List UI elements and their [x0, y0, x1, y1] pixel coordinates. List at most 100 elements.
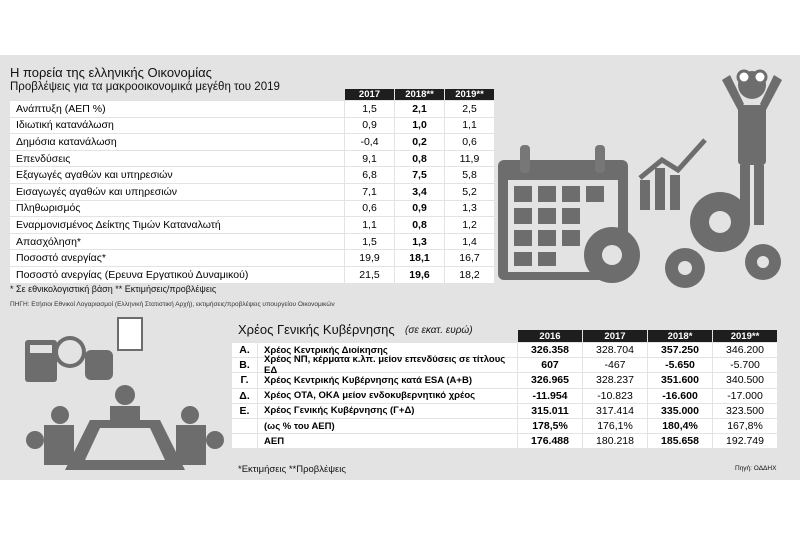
- value-cell: 1,0: [395, 117, 444, 134]
- value-cell: -5.700: [713, 358, 777, 373]
- value-cell: 0,6: [345, 200, 394, 217]
- value-cell: 1,5: [345, 233, 394, 250]
- value-cell: 6,8: [345, 167, 394, 183]
- value-cell: 317.414: [583, 403, 647, 418]
- debt-title: Χρέος Γενικής Κυβέρνησης: [238, 322, 395, 337]
- column-header: 2019**: [445, 89, 494, 100]
- value-cell: 340.500: [713, 373, 777, 388]
- value-cell: 326.965: [518, 373, 582, 388]
- debt-source: Πηγή: ΟΔΔΗΧ: [735, 465, 777, 472]
- row-label: Εισαγωγές αγαθών και υπηρεσιών: [10, 184, 344, 200]
- value-cell: 3,4: [395, 184, 444, 200]
- letter-cell: Β.: [232, 358, 257, 373]
- value-cell: -5.650: [648, 358, 712, 373]
- value-cell: 1,2: [445, 217, 494, 233]
- value-cell: 2,5: [445, 101, 494, 117]
- meeting-icon: [25, 317, 224, 470]
- value-cell: 328.237: [583, 373, 647, 388]
- value-cell: -10.823: [583, 388, 647, 403]
- value-cell: 0,8: [395, 150, 444, 167]
- row-label: Χρέος ΝΠ, κέρματα κ.λπ. μείον επενδύσεις…: [258, 354, 517, 376]
- value-cell: 180.218: [583, 434, 647, 449]
- value-cell: 178,5%: [518, 419, 582, 434]
- value-cell: 0,6: [445, 134, 494, 150]
- value-cell: -16.600: [648, 388, 712, 403]
- value-cell: 16,7: [445, 250, 494, 266]
- source: ΠΗΓΗ: Ετήσιοι Εθνικοί Λογαριασμοί (Ελλην…: [10, 301, 335, 308]
- value-cell: 0,8: [395, 217, 444, 233]
- column-header: 2018*: [648, 330, 712, 342]
- value-cell: -467: [583, 358, 647, 373]
- letter-cell: Γ.: [232, 373, 257, 388]
- value-cell: 1,5: [345, 101, 394, 117]
- column-header: 2017: [583, 330, 647, 342]
- value-cell: 21,5: [345, 267, 394, 283]
- value-cell: 19,6: [395, 267, 444, 283]
- value-cell: -0,4: [345, 134, 394, 150]
- row-label: Απασχόληση*: [10, 233, 344, 250]
- value-cell: 19,9: [345, 250, 394, 266]
- value-cell: 180,4%: [648, 419, 712, 434]
- value-cell: 328.704: [583, 343, 647, 358]
- value-cell: 192.749: [713, 434, 777, 449]
- value-cell: 1,3: [395, 233, 444, 250]
- value-cell: 5,2: [445, 184, 494, 200]
- value-cell: 1,3: [445, 200, 494, 217]
- value-cell: 176.488: [518, 434, 582, 449]
- row-label: Δημόσια κατανάλωση: [10, 134, 344, 150]
- letter-cell: [232, 434, 257, 449]
- debt-unit: (σε εκατ. ευρώ): [405, 325, 473, 336]
- footnote: * Σε εθνικολογιστική βάση ** Εκτιμήσεις/…: [10, 284, 217, 294]
- value-cell: 315.011: [518, 403, 582, 418]
- subtitle: Προβλέψεις για τα μακροοικονομικά μεγέθη…: [10, 81, 280, 93]
- row-label: ΑΕΠ: [258, 434, 517, 449]
- value-cell: 7,1: [345, 184, 394, 200]
- value-cell: 326.358: [518, 343, 582, 358]
- row-label: Χρέος Κεντρικής Διοίκησης: [258, 343, 517, 358]
- value-cell: 2,1: [395, 101, 444, 117]
- letter-cell: Δ.: [232, 388, 257, 403]
- value-cell: 1,1: [445, 117, 494, 134]
- value-cell: 18,1: [395, 250, 444, 266]
- value-cell: 0,9: [395, 200, 444, 217]
- value-cell: -17.000: [713, 388, 777, 403]
- value-cell: 607: [518, 358, 582, 373]
- debt-footnote: *Εκτιμήσεις **Προβλέψεις: [238, 464, 346, 475]
- value-cell: 335.000: [648, 403, 712, 418]
- column-header: 2017: [345, 89, 394, 100]
- value-cell: 323.500: [713, 403, 777, 418]
- column-header: 2016: [518, 330, 582, 342]
- letter-cell: [232, 419, 257, 434]
- row-label: Εξαγωγές αγαθών και υπηρεσιών: [10, 167, 344, 183]
- value-cell: 11,9: [445, 150, 494, 167]
- row-label: Πληθωρισμός: [10, 200, 344, 217]
- row-label: Χρέος Κεντρικής Κυβέρνησης κατά ESA (Α+Β…: [258, 373, 517, 388]
- value-cell: 9,1: [345, 150, 394, 167]
- row-label: Χρέος ΟΤΑ, ΟΚΑ μείον ενδοκυβερνητικό χρέ…: [258, 388, 517, 403]
- row-label: Χρέος Γενικής Κυβέρνησης (Γ+Δ): [258, 403, 517, 418]
- letter-cell: Ε.: [232, 403, 257, 418]
- value-cell: 18,2: [445, 267, 494, 283]
- row-label: Ιδιωτική κατανάλωση: [10, 117, 344, 134]
- gears-icon: [584, 138, 781, 288]
- value-cell: 0,9: [345, 117, 394, 134]
- row-label: Εναρμονισμένος Δείκτης Τιμών Καταναλωτή: [10, 217, 344, 233]
- value-cell: 346.200: [713, 343, 777, 358]
- value-cell: 0,2: [395, 134, 444, 150]
- value-cell: 7,5: [395, 167, 444, 183]
- row-label: Ποσοστό ανεργίας*: [10, 250, 344, 266]
- row-label: Ποσοστό ανεργίας (Ερευνα Εργατικού Δυναμ…: [10, 267, 344, 283]
- letter-cell: Α.: [232, 343, 257, 358]
- value-cell: 1,1: [345, 217, 394, 233]
- value-cell: 185.658: [648, 434, 712, 449]
- person-icon: [722, 69, 782, 225]
- value-cell: -11.954: [518, 388, 582, 403]
- row-label: Επενδύσεις: [10, 150, 344, 167]
- row-label: (ως % του ΑΕΠ): [258, 419, 517, 434]
- value-cell: 1,4: [445, 233, 494, 250]
- row-label: Ανάπτυξη (ΑΕΠ %): [10, 101, 344, 117]
- value-cell: 176,1%: [583, 419, 647, 434]
- column-header: 2019**: [713, 330, 777, 342]
